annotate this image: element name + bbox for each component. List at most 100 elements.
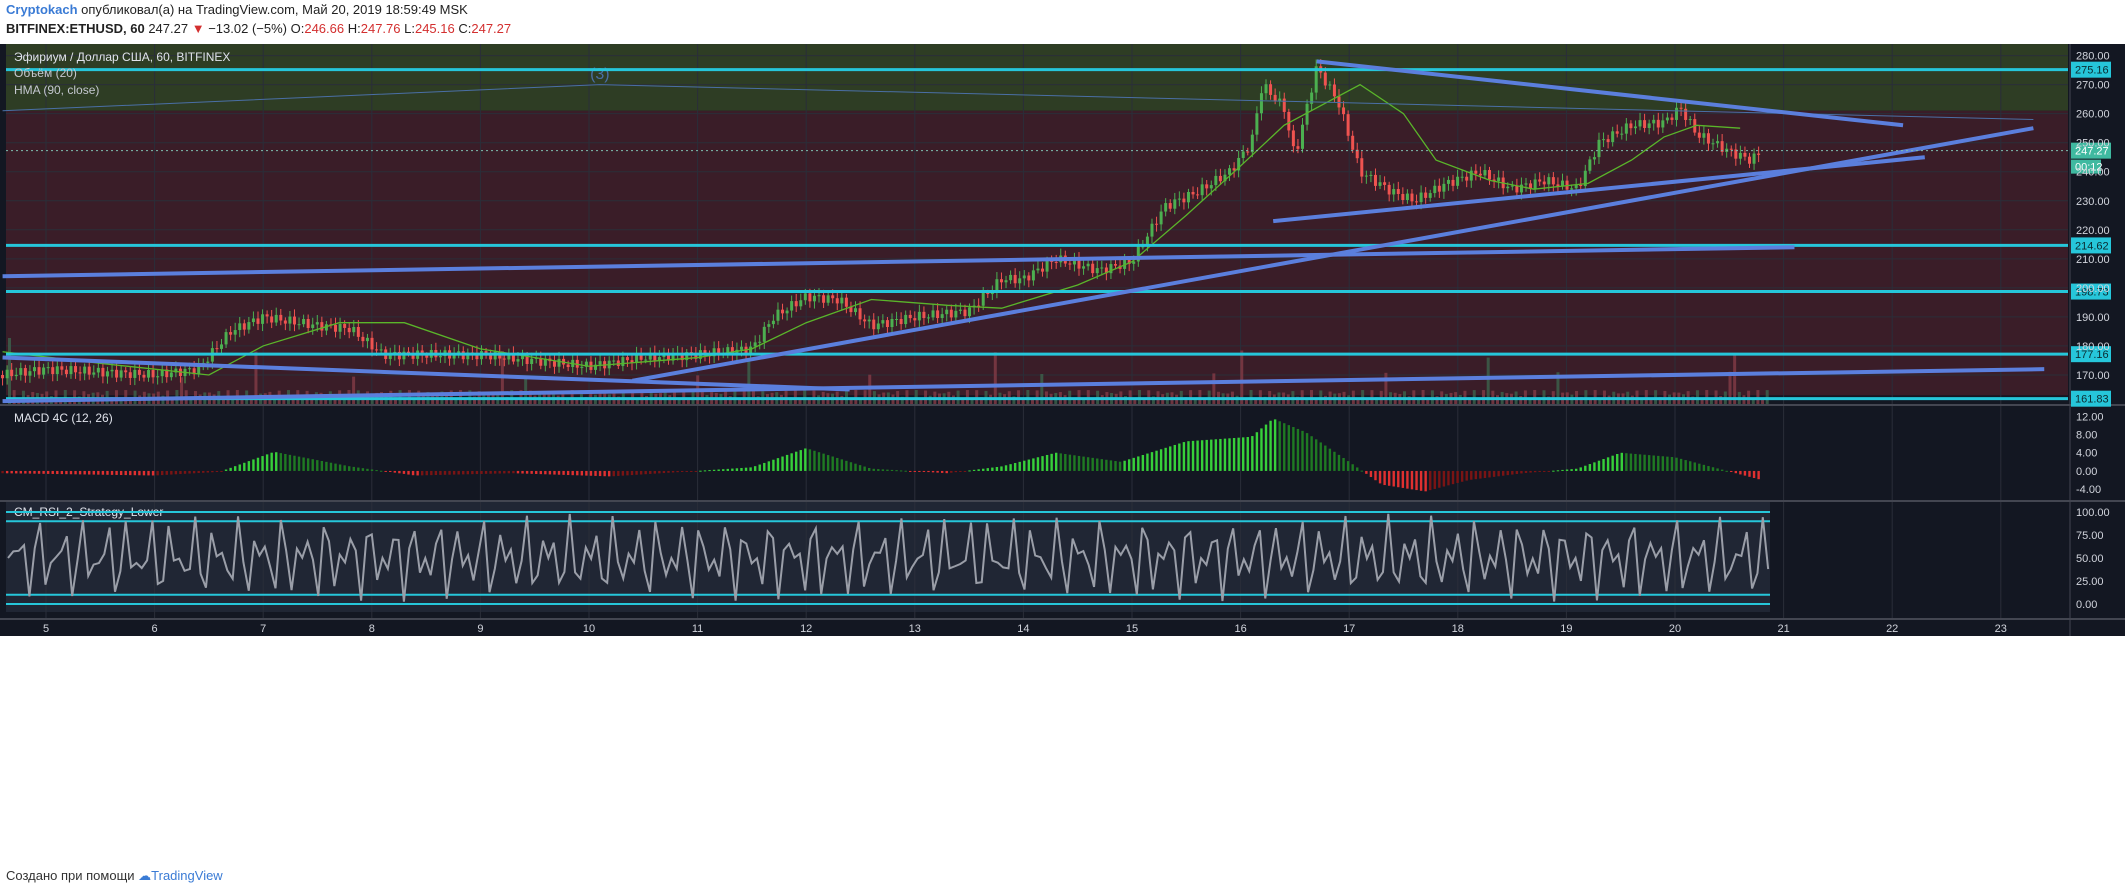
macd-bar xyxy=(1734,470,1738,474)
candle-body xyxy=(584,361,588,367)
candle-body xyxy=(1041,268,1045,272)
macd-bar xyxy=(480,470,483,474)
volume-bar xyxy=(1370,390,1374,404)
macd-bar xyxy=(1004,465,1008,471)
rsi-tick-label: 100.00 xyxy=(2076,507,2110,519)
volume-bar xyxy=(180,377,184,404)
candle-body xyxy=(1301,124,1305,149)
symbol-line: BITFINEX:ETHUSD, 60 247.27 ▼ −13.02 (−5%… xyxy=(6,21,511,36)
candle-body xyxy=(521,355,525,360)
macd-bar xyxy=(1164,447,1167,471)
volume-bar xyxy=(519,390,523,404)
macd-bar xyxy=(735,468,739,471)
macd-bar xyxy=(1570,469,1573,471)
macd-bar xyxy=(1561,469,1564,471)
rsi-tick-label: 0.00 xyxy=(2076,599,2097,611)
rsi-line xyxy=(7,513,1770,602)
candle-body xyxy=(229,332,233,335)
candle-body xyxy=(867,319,871,322)
macd-bar xyxy=(1675,457,1678,471)
macd-bar xyxy=(233,466,237,471)
volume-bar xyxy=(412,397,416,404)
candle-body xyxy=(251,318,255,323)
candle-body xyxy=(365,337,369,342)
price-tick-label: 220.00 xyxy=(2076,225,2110,237)
x-tick-label: 15 xyxy=(1126,623,1138,635)
candle-body xyxy=(288,316,292,324)
candle-body xyxy=(1223,174,1227,182)
candle-body xyxy=(1191,191,1195,195)
macd-bar xyxy=(1387,470,1391,486)
candle-body xyxy=(411,353,415,359)
macd-bar xyxy=(265,454,269,471)
macd-bar xyxy=(977,469,980,471)
volume-bar xyxy=(1733,353,1737,404)
macd-bar xyxy=(430,470,433,476)
level-badge-text: 198.73 xyxy=(2075,287,2109,299)
candle-body xyxy=(831,295,835,299)
candle-body xyxy=(1643,120,1647,128)
candle-body xyxy=(297,324,301,326)
candle-body xyxy=(1560,180,1564,187)
volume-bar xyxy=(752,390,755,404)
volume-bar xyxy=(1709,398,1713,404)
candle-body xyxy=(5,369,9,379)
macd-bar xyxy=(133,470,137,476)
volume-bar xyxy=(975,390,979,404)
low-label: L: xyxy=(404,21,415,36)
candle-body xyxy=(306,318,310,328)
macd-bar xyxy=(1625,453,1628,471)
candle-body xyxy=(1200,184,1204,196)
volume-bar xyxy=(119,399,123,404)
macd-bar xyxy=(836,457,839,471)
macd-bar xyxy=(434,470,438,476)
macd-bar xyxy=(174,470,178,475)
macd-bar xyxy=(722,469,725,471)
macd-bar xyxy=(443,470,447,475)
macd-bar xyxy=(1378,470,1382,484)
volume-bar xyxy=(398,390,402,404)
footer-brand[interactable]: TradingView xyxy=(151,868,223,883)
candle-body xyxy=(922,311,926,319)
macd-bar xyxy=(767,461,771,471)
x-tick-label: 9 xyxy=(477,623,483,635)
candle-body xyxy=(1332,84,1336,97)
macd-bar xyxy=(439,470,442,475)
candle-body xyxy=(1250,134,1254,153)
volume-bar xyxy=(1695,390,1699,404)
macd-bar xyxy=(690,470,693,472)
macd-bar xyxy=(1283,423,1286,471)
macd-bar xyxy=(389,470,392,473)
candle-body xyxy=(1018,278,1022,284)
macd-bar xyxy=(101,470,105,475)
candle-body xyxy=(858,308,862,320)
candle-body xyxy=(1369,174,1373,176)
macd-bar xyxy=(566,470,570,476)
volume-bar xyxy=(919,398,923,404)
macd-bar xyxy=(238,464,241,471)
candle-body xyxy=(338,324,342,332)
macd-bar xyxy=(1196,440,1199,471)
author-link[interactable]: Cryptokach xyxy=(6,2,78,17)
candle-body xyxy=(156,376,160,378)
macd-bar xyxy=(179,470,182,475)
candle-body xyxy=(1113,264,1117,266)
macd-bar xyxy=(959,470,962,472)
macd-bar xyxy=(1223,438,1227,471)
macd-bar xyxy=(1415,470,1418,491)
chart-area[interactable]: (3) 275.16214.62198.73177.16161.83247.270… xyxy=(0,44,2125,864)
macd-bar xyxy=(1159,449,1163,471)
candle-body xyxy=(151,370,155,378)
volume-bar xyxy=(1486,357,1490,404)
macd-bar xyxy=(899,470,903,472)
candle-body xyxy=(635,354,639,363)
macd-bar xyxy=(1538,470,1541,472)
macd-bar xyxy=(576,470,579,476)
macd-bar xyxy=(1593,462,1596,471)
candle-body xyxy=(1022,275,1026,279)
volume-bar xyxy=(124,390,128,404)
symbol: BITFINEX:ETHUSD, 60 xyxy=(6,21,145,36)
x-tick-label: 13 xyxy=(909,623,921,635)
volume-bar xyxy=(1542,390,1546,404)
macd-bar xyxy=(1720,469,1724,471)
